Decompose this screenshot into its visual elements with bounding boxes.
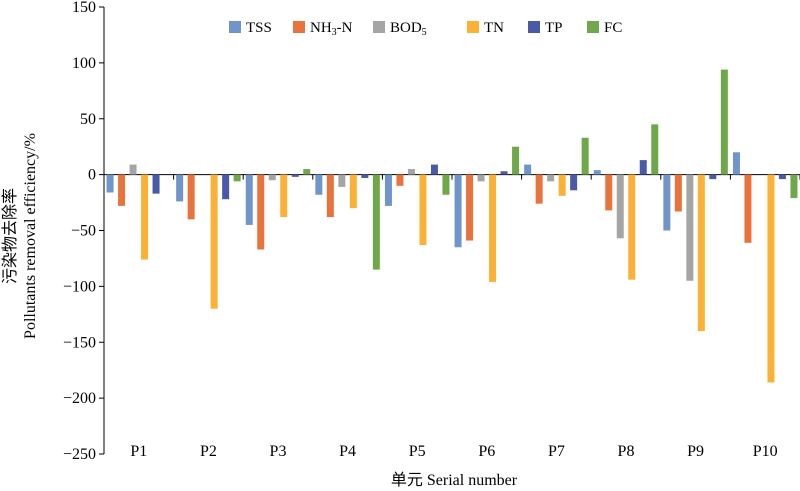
legend-label-nh3-n: NH3-N — [310, 20, 353, 38]
bar-tp-p8 — [639, 160, 647, 175]
bar-tn-p4 — [349, 174, 357, 209]
bar-tn-p9 — [697, 174, 705, 332]
bar-tp-p5 — [430, 164, 438, 175]
y-tick-label: 100 — [72, 55, 96, 72]
bar-bod5-p7 — [547, 174, 555, 182]
bar-bod5-p3 — [268, 174, 276, 181]
axes — [99, 6, 800, 455]
y-tick-label: 50 — [80, 111, 96, 128]
legend-label-bod5: BOD5 — [390, 20, 427, 38]
y-tick-label: −250 — [63, 446, 96, 463]
bar-tss-p5 — [384, 174, 392, 206]
bar-fc-p10 — [790, 174, 798, 199]
legend-swatch-nh3-n — [293, 21, 305, 33]
y-tick-label: −50 — [71, 223, 96, 240]
bar-tss-p2 — [176, 174, 184, 202]
bar-fc-p3 — [303, 169, 311, 175]
legend-swatch-tp — [528, 21, 540, 33]
legend: TSS NH3-N BOD5 TN TP FC — [229, 20, 622, 38]
bar-fc-p6 — [512, 146, 520, 175]
y-tick-label: −100 — [63, 278, 96, 295]
bar-nh3-n-p5 — [396, 174, 404, 186]
y-tick-label: 0 — [88, 167, 96, 184]
bar-tss-p3 — [245, 174, 253, 225]
bar-tss-p10 — [732, 152, 740, 175]
bars — [106, 69, 798, 383]
bar-tss-p4 — [315, 174, 323, 195]
bar-fc-p2 — [233, 174, 241, 182]
x-tick-label: P4 — [339, 443, 356, 460]
bar-tss-p1 — [106, 174, 114, 193]
bar-fc-p8 — [651, 124, 659, 175]
bar-tn-p7 — [558, 174, 566, 196]
bar-fc-p4 — [372, 174, 380, 270]
y-tick-label: −150 — [63, 334, 96, 351]
tick-labels: 150 100 50 0 −50 −100 −150 −200 −250 P1 P2 P3 P4 P5 P6… — [63, 0, 778, 463]
bar-tn-p1 — [141, 174, 149, 260]
bar-tn-p6 — [489, 174, 497, 282]
bar-tp-p4 — [361, 174, 369, 178]
x-tick-label: P10 — [753, 443, 778, 460]
y-tick-label: 150 — [72, 0, 96, 16]
legend-swatch-tn — [467, 21, 479, 33]
bar-tn-p2 — [210, 174, 218, 309]
bar-nh3-n-p7 — [535, 174, 543, 204]
bar-tss-p9 — [663, 174, 671, 231]
legend-label-tn: TN — [484, 20, 504, 36]
bar-tn-p3 — [280, 174, 288, 218]
bar-bod5-p6 — [477, 174, 485, 182]
bar-bod5-p1 — [129, 164, 137, 175]
bar-bod5-p8 — [616, 174, 624, 239]
bar-tss-p7 — [524, 164, 532, 175]
x-tick-label: P2 — [200, 443, 217, 460]
legend-label-tss: TSS — [246, 20, 272, 36]
bar-tn-p8 — [628, 174, 636, 280]
legend-label-tp: TP — [545, 20, 563, 36]
bar-fc-p5 — [442, 174, 450, 195]
legend-swatch-tss — [229, 21, 241, 33]
bar-tp-p2 — [222, 174, 230, 200]
y-axis-title-cn: 污染物去除率 — [1, 188, 19, 284]
bar-fc-p7 — [581, 137, 589, 175]
bar-tss-p8 — [593, 170, 601, 175]
y-tick-label: −200 — [63, 390, 96, 407]
bar-nh3-n-p10 — [744, 174, 752, 243]
bar-tp-p7 — [570, 174, 578, 191]
bar-tp-p1 — [152, 174, 160, 194]
x-axis-title: 单元 Serial number — [391, 471, 518, 489]
bar-bod5-p5 — [407, 169, 415, 175]
x-tick-label: P3 — [270, 443, 287, 460]
bar-nh3-n-p1 — [118, 174, 126, 206]
x-tick-label: P1 — [130, 443, 147, 460]
bar-tp-p10 — [778, 174, 786, 180]
bar-bod5-p9 — [686, 174, 694, 281]
x-tick-label: P9 — [687, 443, 704, 460]
bar-nh3-n-p4 — [326, 174, 334, 218]
x-tick-label: P6 — [478, 443, 495, 460]
legend-swatch-bod5 — [373, 21, 385, 33]
x-tick-label: P8 — [618, 443, 635, 460]
bar-nh3-n-p3 — [257, 174, 265, 250]
bar-tp-p9 — [709, 174, 717, 180]
bar-bod5-p4 — [338, 174, 346, 187]
x-tick-label: P7 — [548, 443, 565, 460]
x-tick-label: P5 — [409, 443, 426, 460]
bar-tp-p3 — [291, 174, 299, 177]
bar-tp-p6 — [500, 171, 508, 175]
bar-nh3-n-p8 — [605, 174, 613, 211]
legend-swatch-fc — [587, 21, 599, 33]
y-axis-title-en: Pollutants removal efficiency/% — [22, 133, 39, 339]
legend-label-fc: FC — [604, 20, 622, 36]
bar-tn-p10 — [767, 174, 775, 383]
bar-nh3-n-p2 — [187, 174, 195, 220]
bar-tss-p6 — [454, 174, 462, 248]
bar-nh3-n-p9 — [674, 174, 682, 212]
bar-nh3-n-p6 — [466, 174, 474, 241]
bar-fc-p9 — [720, 69, 728, 175]
bar-tn-p5 — [419, 174, 427, 246]
